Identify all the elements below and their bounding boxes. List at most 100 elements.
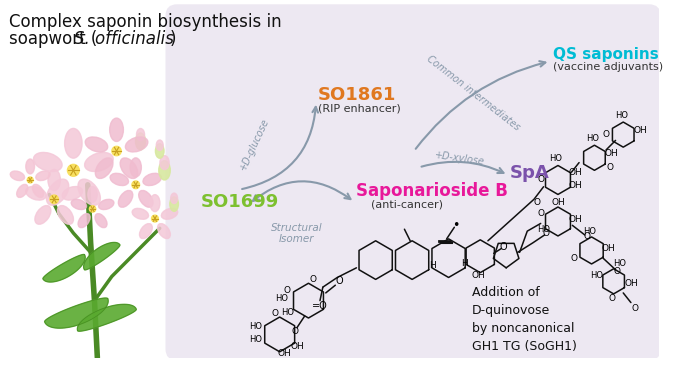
Text: ): ) (169, 30, 176, 48)
Text: OH: OH (634, 126, 647, 135)
Ellipse shape (26, 159, 34, 174)
Text: HO: HO (537, 225, 550, 234)
Text: HO: HO (549, 154, 562, 163)
Ellipse shape (155, 144, 164, 158)
Ellipse shape (143, 173, 162, 186)
Ellipse shape (47, 179, 68, 205)
Text: O: O (606, 163, 613, 172)
Text: Saponarioside B: Saponarioside B (356, 182, 508, 200)
Text: OH: OH (569, 181, 582, 190)
Text: (anti-cancer): (anti-cancer) (371, 199, 443, 209)
Ellipse shape (132, 208, 149, 219)
Text: OH: OH (569, 215, 582, 224)
Text: (vaccine adjuvants): (vaccine adjuvants) (553, 62, 663, 72)
Ellipse shape (125, 137, 148, 152)
Text: O: O (292, 327, 299, 336)
Ellipse shape (58, 206, 73, 224)
Ellipse shape (95, 214, 107, 228)
Polygon shape (77, 304, 136, 331)
Text: HO: HO (249, 322, 262, 331)
Ellipse shape (119, 190, 133, 207)
Text: OH: OH (471, 271, 485, 280)
Text: HO: HO (249, 335, 262, 344)
Ellipse shape (95, 158, 113, 179)
Text: HO: HO (615, 111, 628, 120)
Ellipse shape (99, 199, 114, 210)
Text: QS saponins: QS saponins (553, 47, 659, 62)
Text: Structural: Structural (271, 223, 323, 233)
Ellipse shape (110, 173, 129, 186)
Text: O: O (543, 228, 550, 238)
Ellipse shape (140, 224, 152, 239)
Text: HO: HO (583, 227, 596, 236)
Ellipse shape (48, 169, 60, 191)
Circle shape (112, 146, 121, 156)
Ellipse shape (26, 186, 46, 200)
Text: Complex saponin biosynthesis in: Complex saponin biosynthesis in (9, 13, 282, 31)
Ellipse shape (32, 184, 44, 197)
Ellipse shape (138, 190, 153, 207)
Text: O: O (632, 304, 638, 313)
Text: H: H (429, 261, 436, 270)
Ellipse shape (88, 186, 97, 203)
Text: Addition of
D-quinovose
by noncanonical
GH1 TG (SoGH1): Addition of D-quinovose by noncanonical … (471, 286, 577, 353)
Text: HO: HO (275, 294, 288, 303)
Ellipse shape (120, 158, 138, 179)
Text: H: H (462, 259, 469, 269)
Ellipse shape (78, 179, 100, 205)
Text: OH: OH (624, 279, 638, 288)
Text: O: O (537, 209, 544, 218)
Circle shape (67, 164, 79, 176)
Text: S. officinalis: S. officinalis (74, 30, 174, 48)
Ellipse shape (35, 206, 51, 224)
Text: HO: HO (281, 308, 294, 317)
Text: =O: =O (312, 301, 328, 311)
Ellipse shape (159, 161, 171, 180)
Ellipse shape (171, 193, 177, 204)
Ellipse shape (160, 156, 169, 169)
Ellipse shape (162, 208, 177, 219)
Text: soapwort (: soapwort ( (9, 30, 97, 48)
FancyBboxPatch shape (166, 4, 660, 361)
Ellipse shape (110, 118, 123, 141)
Text: (RIP enhancer): (RIP enhancer) (318, 104, 401, 114)
Ellipse shape (16, 184, 28, 197)
Text: O: O (602, 130, 610, 139)
Text: Common intermediates: Common intermediates (425, 54, 522, 132)
Ellipse shape (64, 128, 82, 158)
Ellipse shape (85, 137, 108, 152)
Polygon shape (84, 242, 120, 270)
Ellipse shape (62, 186, 83, 200)
Text: Isomer: Isomer (279, 234, 314, 244)
Polygon shape (43, 255, 85, 282)
Circle shape (132, 181, 140, 189)
Ellipse shape (36, 171, 50, 180)
Ellipse shape (150, 194, 160, 212)
Text: O: O (271, 309, 278, 318)
Ellipse shape (136, 128, 145, 141)
Ellipse shape (170, 197, 178, 211)
Text: SO1861: SO1861 (318, 86, 397, 104)
Text: O: O (537, 176, 544, 184)
Text: OH: OH (569, 168, 582, 177)
Text: OH: OH (602, 244, 616, 253)
Text: O: O (608, 294, 615, 303)
Ellipse shape (34, 152, 62, 172)
Text: O: O (614, 267, 621, 276)
Text: O: O (336, 276, 343, 286)
Text: •: • (453, 219, 460, 232)
Ellipse shape (10, 171, 25, 180)
Ellipse shape (158, 224, 171, 239)
Text: OH: OH (551, 198, 565, 207)
Text: HO: HO (586, 134, 599, 143)
Circle shape (89, 206, 96, 212)
Ellipse shape (78, 214, 90, 228)
Text: OH: OH (605, 149, 619, 158)
Polygon shape (45, 298, 108, 328)
Text: O: O (284, 286, 291, 296)
Text: +D-xylose: +D-xylose (434, 150, 486, 167)
Text: O: O (534, 198, 540, 207)
Text: OH: OH (290, 341, 304, 351)
Text: +D-glucose: +D-glucose (238, 117, 271, 172)
Ellipse shape (130, 158, 141, 177)
